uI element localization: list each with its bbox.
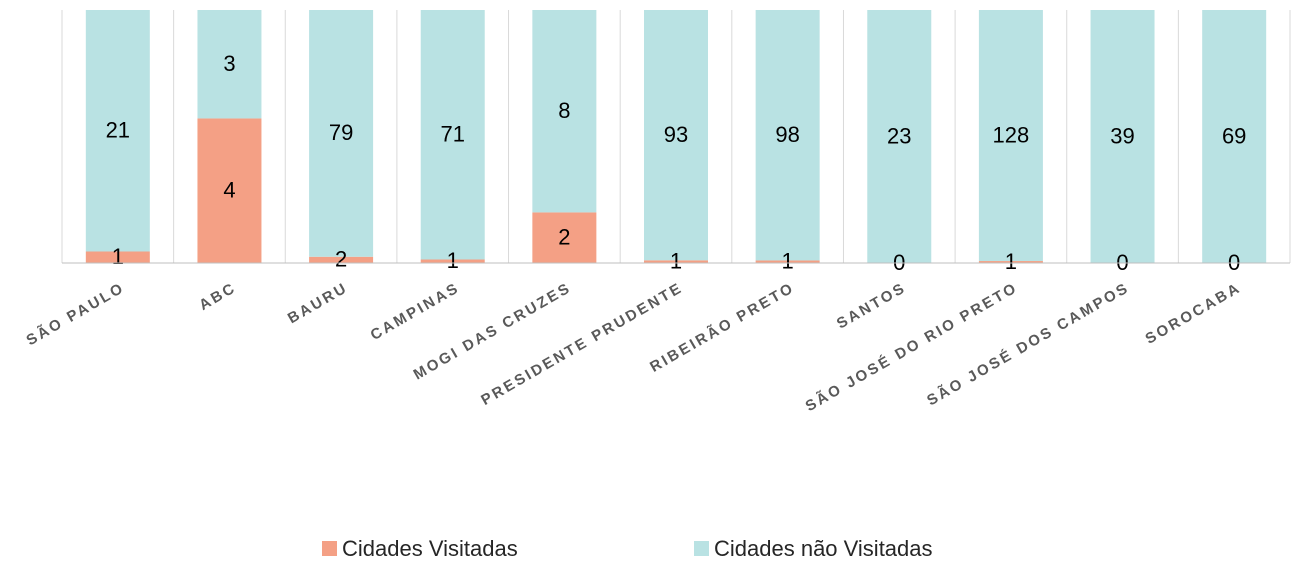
x-tick-label: SÃO JOSÉ DOS CAMPOS [924,278,1133,409]
data-label: 1 [447,248,459,273]
bar-segment [978,261,1043,263]
x-tick-label: BAURU [285,279,351,327]
data-label: 71 [440,122,464,147]
bar-segment [532,212,597,263]
bar-segment [309,256,374,263]
data-label: 93 [664,122,688,147]
data-label: 3 [223,51,235,76]
x-tick-label: PRESIDENTE PRUDENTE [478,279,686,409]
x-tick-label: ABC [196,279,239,314]
bar-segment [978,10,1043,262]
bar-segment [197,118,262,263]
data-label: 1 [782,249,794,274]
bar-segment [644,10,708,261]
bar-segment [197,10,262,119]
x-tick-label: SOROCABA [1143,279,1245,347]
x-tick-label: SÃO JOSÉ DO RIO PRETO [802,278,1021,415]
data-label: 79 [329,120,353,145]
bar-segment [755,10,820,261]
bar-segment [85,10,150,252]
legend-label: Cidades Visitadas [342,536,518,561]
data-label: 21 [106,118,130,143]
data-label: 0 [1228,250,1240,275]
bar-segment [755,260,820,263]
data-label: 0 [893,250,905,275]
legend-swatch [322,541,337,556]
bar-segment [1090,10,1155,263]
data-label: 98 [775,122,799,147]
data-label: 23 [887,123,911,148]
data-label: 2 [558,225,570,250]
bar-segment [309,10,374,257]
bar-segment [85,251,150,263]
bar-segment [644,260,708,263]
data-label: 8 [558,98,570,123]
legend-swatch [694,541,709,556]
data-label: 4 [223,178,235,203]
legend-label: Cidades não Visitadas [714,536,933,561]
data-label: 69 [1222,123,1246,148]
bar-segment [420,10,485,260]
data-label: 2 [335,247,347,272]
data-label: 1 [670,248,682,273]
data-label: 0 [1116,250,1128,275]
bar-segment [867,10,932,263]
data-label: 1 [1005,249,1017,274]
x-tick-label: SÃO PAULO [23,278,128,349]
data-label: 39 [1110,123,1134,148]
x-tick-label: SANTOS [834,279,909,332]
x-tick-label: CAMPINAS [368,279,463,344]
data-label: 128 [993,122,1030,147]
bar-segment [532,10,597,213]
data-label: 1 [112,244,124,269]
bar-segment [420,259,485,263]
bar-segment [1202,10,1267,263]
